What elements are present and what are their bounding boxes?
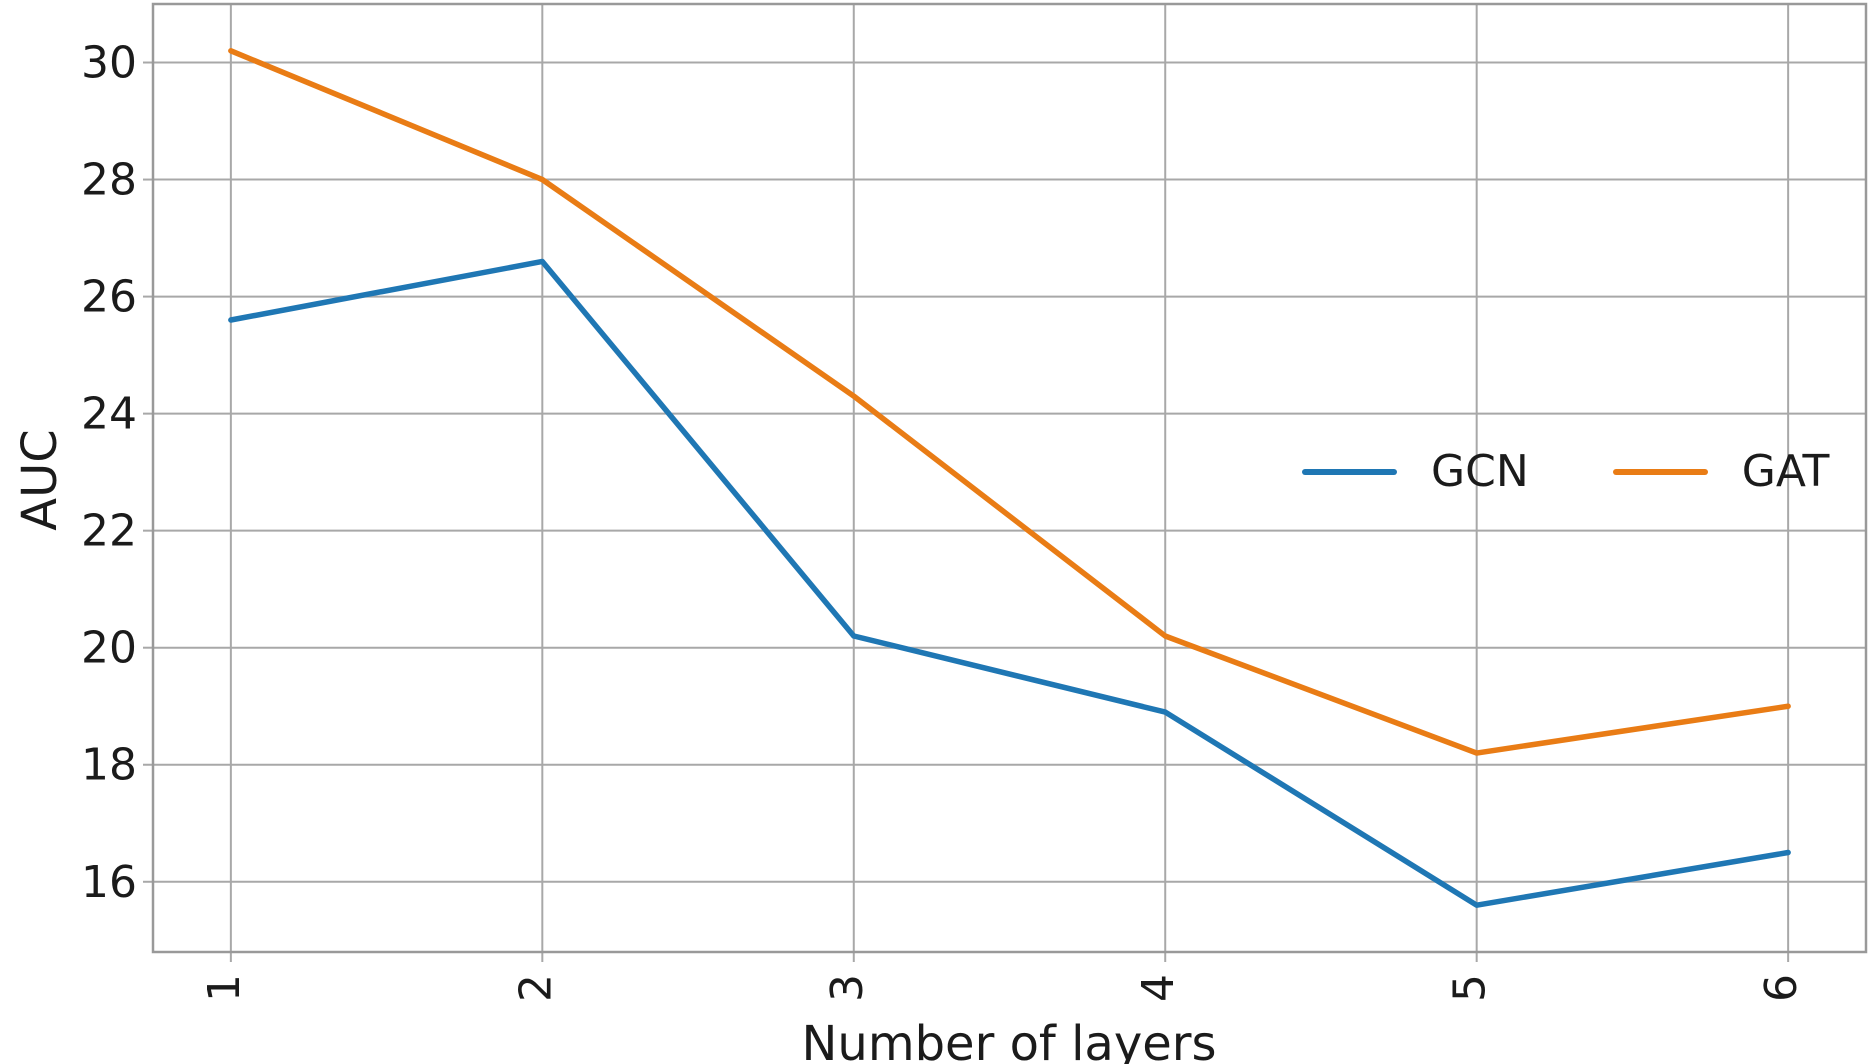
y-tick-label: 18 xyxy=(81,740,137,791)
y-tick-label: 28 xyxy=(81,155,137,206)
y-tick-label: 24 xyxy=(81,389,137,440)
gcn-series-line xyxy=(228,258,1791,908)
x-tick-label: 2 xyxy=(510,974,561,1002)
gat-line-swatch xyxy=(1612,468,1708,475)
x-tick-label: 4 xyxy=(1133,974,1184,1002)
x-tick-label: 5 xyxy=(1445,974,1496,1002)
plot-border xyxy=(151,2,1868,954)
y-axis-label: AUC xyxy=(12,429,68,531)
y-tick-label: 26 xyxy=(81,272,137,323)
x-tick-label: 1 xyxy=(199,974,250,1002)
legend: GCN GAT xyxy=(1302,446,1829,497)
legend-label-gat: GAT xyxy=(1741,446,1830,497)
y-tick-label: 30 xyxy=(81,38,137,89)
y-tick-label: 22 xyxy=(81,506,137,557)
legend-item-gat: GAT xyxy=(1612,446,1830,497)
x-tick-label: 3 xyxy=(822,974,873,1002)
gcn-line-swatch xyxy=(1302,468,1397,475)
y-tick-label: 20 xyxy=(81,623,137,674)
y-tick-label: 16 xyxy=(81,857,137,908)
x-tick-label: 6 xyxy=(1756,974,1807,1002)
gat-series-line xyxy=(228,48,1791,756)
legend-label-gcn: GCN xyxy=(1431,446,1529,497)
legend-item-gcn: GCN xyxy=(1302,446,1529,497)
x-axis-label: Number of layers xyxy=(801,1016,1217,1064)
